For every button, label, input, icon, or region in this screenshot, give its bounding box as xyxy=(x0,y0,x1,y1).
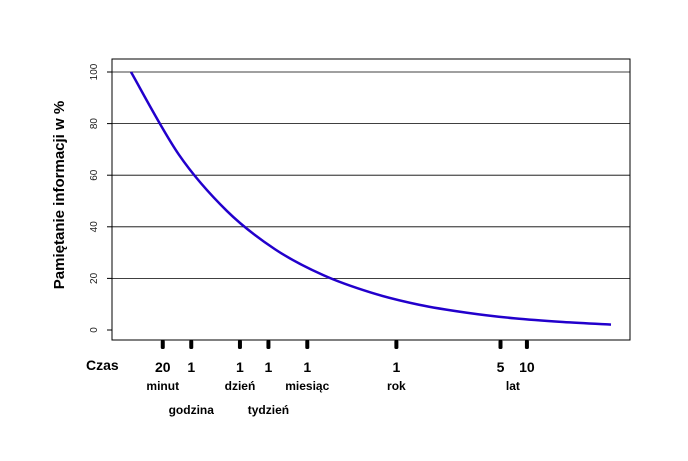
x-marker-number: 1 xyxy=(392,359,400,375)
x-marker-unit: lat xyxy=(506,379,520,393)
x-axis-label: Czas xyxy=(86,357,119,373)
x-marker-number: 20 xyxy=(155,359,171,375)
y-tick-label: 20 xyxy=(89,272,100,284)
x-marker-tick xyxy=(266,340,271,349)
y-tick-label: 40 xyxy=(89,221,100,233)
x-marker-unit: minut xyxy=(146,379,179,393)
x-marker-number: 1 xyxy=(236,359,244,375)
x-marker-unit: miesiąc xyxy=(285,379,329,393)
x-marker-tick xyxy=(189,340,194,349)
x-marker-number: 1 xyxy=(187,359,195,375)
x-marker-unit: rok xyxy=(387,379,406,393)
y-tick-label: 0 xyxy=(89,327,100,333)
x-marker-unit: godzina xyxy=(169,403,215,417)
x-marker-tick xyxy=(394,340,399,349)
x-marker-tick xyxy=(237,340,242,349)
y-axis: 0 20 40 60 80 100 xyxy=(89,63,112,333)
y-tick-label: 80 xyxy=(89,118,100,130)
x-axis-markers: 20 minut 1 godzina 1 dzień 1 tydzień 1 miesiąc 1 ro… xyxy=(146,340,535,417)
x-marker-tick xyxy=(305,340,310,349)
x-marker-tick xyxy=(160,340,165,349)
y-axis-label: Pamiętanie informacji w % xyxy=(51,101,68,289)
y-tick-label: 100 xyxy=(89,63,100,80)
plot-frame xyxy=(111,58,631,341)
x-marker-unit: dzień xyxy=(225,379,256,393)
x-marker-tick xyxy=(524,340,529,349)
x-marker-unit: tydzień xyxy=(248,403,289,417)
x-marker-number: 1 xyxy=(303,359,311,375)
x-marker-number: 1 xyxy=(265,359,273,375)
x-marker-number: 5 xyxy=(497,359,505,375)
grid-lines xyxy=(112,71,630,279)
x-marker-tick xyxy=(498,340,503,349)
x-marker-number: 10 xyxy=(519,359,535,375)
y-tick-label: 60 xyxy=(89,169,100,181)
series-line-retention xyxy=(129,71,612,326)
